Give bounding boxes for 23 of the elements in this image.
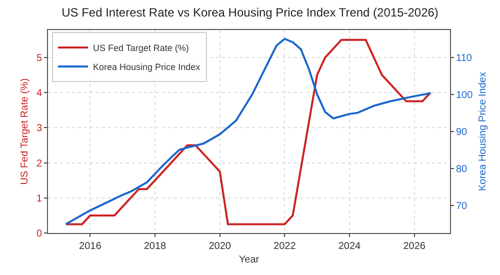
legend-label: US Fed Target Rate (%) bbox=[93, 43, 189, 54]
y-axis-title: US Fed Target Rate (%) bbox=[19, 78, 30, 185]
x-tick-label: 2018 bbox=[144, 241, 167, 252]
x-tick-label: 2020 bbox=[208, 241, 232, 252]
x-tick-label: 2024 bbox=[338, 241, 362, 252]
chart-title: US Fed Interest Rate vs Korea Housing Price Index Trend (2015-2026) bbox=[62, 6, 438, 20]
x-tick-label: 2022 bbox=[274, 241, 296, 252]
y-tick-label: 1 bbox=[36, 193, 42, 204]
y2-axis-title: Korea Housing Price Index bbox=[478, 72, 489, 191]
x-tick-label: 2016 bbox=[79, 241, 102, 252]
x-tick-label: 2026 bbox=[403, 241, 426, 252]
y2-tick-label: 80 bbox=[456, 164, 468, 176]
y-tick-label: 2 bbox=[36, 158, 42, 170]
y2-tick-label: 100 bbox=[456, 90, 474, 102]
y2-tick-label: 90 bbox=[456, 127, 468, 138]
x-axis-title: Year bbox=[238, 254, 260, 266]
y-tick-label: 4 bbox=[36, 88, 42, 100]
y2-tick-label: 110 bbox=[456, 53, 472, 64]
y2-tick-label: 70 bbox=[456, 201, 468, 212]
y-tick-label: 0 bbox=[36, 228, 42, 240]
legend-label: Korea Housing Price Index bbox=[93, 62, 201, 72]
y-tick-label: 5 bbox=[36, 52, 42, 64]
y-tick-label: 3 bbox=[36, 123, 42, 134]
